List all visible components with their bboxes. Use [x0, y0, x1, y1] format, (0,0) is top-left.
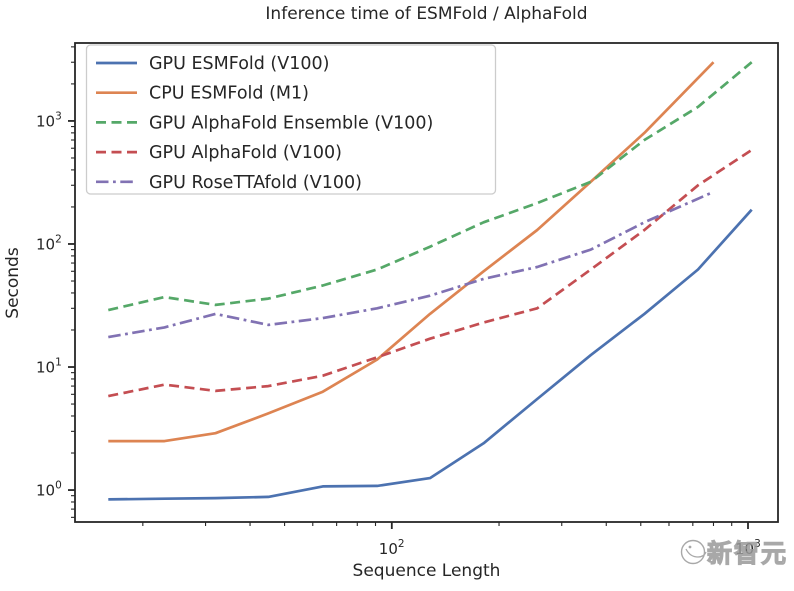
- series-line-0: [108, 208, 753, 501]
- axis-ticks: [68, 120, 749, 529]
- watermark-logo-icon: [680, 539, 706, 565]
- y-axis-label: Seconds: [3, 247, 23, 319]
- series-lines: [107, 61, 753, 501]
- tick-labels: 102 103 100 101 102 103: [36, 110, 761, 558]
- legend: GPU ESMFold (V100) CPU ESMFold (M1) GPU Al…: [85, 44, 497, 195]
- y-tick-label: 103: [36, 110, 62, 130]
- legend-label: GPU AlphaFold (V100): [149, 143, 342, 163]
- legend-label: GPU AlphaFold Ensemble (V100): [149, 113, 433, 133]
- series-line-4: [108, 190, 715, 339]
- watermark-text: 新智元: [707, 539, 788, 568]
- page-title: Inference time of ESMFold / AlphaFold: [265, 4, 588, 24]
- watermark-logo-eye: [688, 545, 692, 549]
- legend-label: GPU RoseTTAfold (V100): [149, 173, 362, 193]
- series-line-2: [107, 61, 753, 312]
- series-line-3: [108, 148, 753, 398]
- legend-box: [85, 44, 497, 195]
- plot-frame: [74, 42, 779, 523]
- y-tick-label: 102: [36, 233, 62, 253]
- x-axis-label: Sequence Length: [352, 561, 501, 581]
- y-tick-label: 101: [36, 357, 62, 377]
- watermark: 新智元: [680, 538, 788, 569]
- x-tick-label: 103: [735, 538, 761, 558]
- watermark-logo-wing: [685, 548, 707, 558]
- legend-label: CPU ESMFold (M1): [149, 84, 309, 104]
- x-tick-label: 102: [379, 538, 405, 558]
- legend-label: GPU ESMFold (V100): [149, 54, 329, 74]
- y-tick-label: 100: [36, 480, 62, 500]
